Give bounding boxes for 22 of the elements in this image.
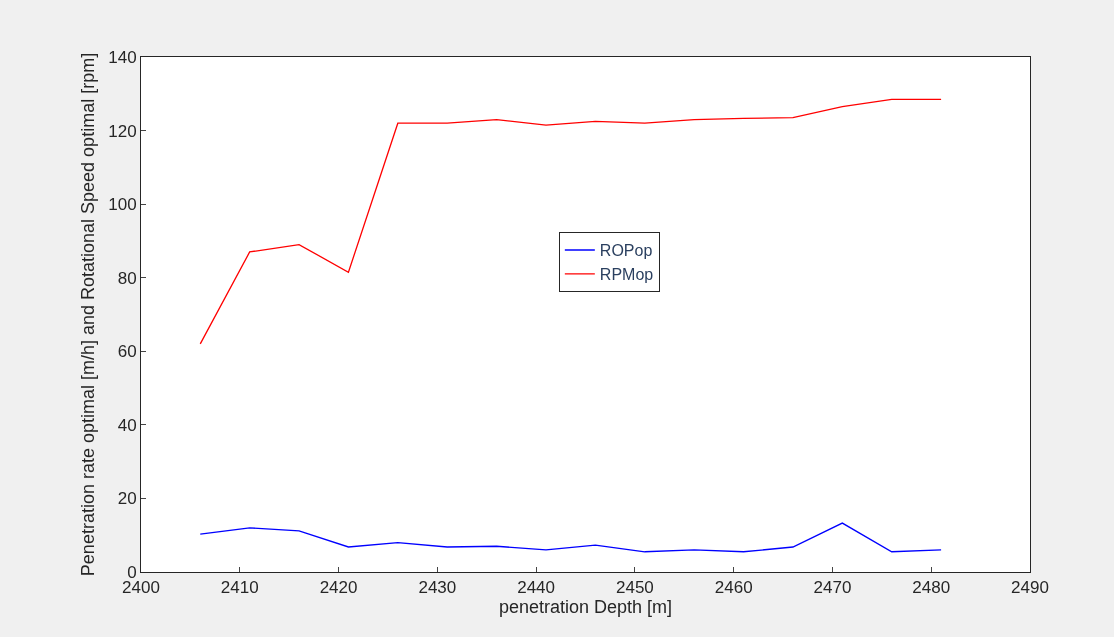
y-tick-label: 40 — [117, 415, 137, 435]
x-tick-label: 2410 — [220, 578, 259, 598]
x-tick-label: 2470 — [813, 578, 852, 598]
y-tick-label: 120 — [108, 121, 137, 141]
x-tick-label: 2420 — [319, 578, 358, 598]
x-tick-label: 2460 — [714, 578, 753, 598]
line-series — [199, 98, 942, 345]
y-tick-label: 140 — [108, 47, 137, 67]
x-tick-label: 2490 — [1011, 578, 1049, 598]
y-tick-label: 80 — [117, 268, 137, 288]
x-axis-title: penetration Depth [m] — [498, 597, 673, 618]
y-tick-label: 100 — [108, 195, 137, 215]
x-tick-label: 2430 — [418, 578, 457, 598]
y-axis-title: Penetration rate optimal [m/h] and Rotational Speed optimal [rpm] — [78, 52, 99, 577]
legend-label: RPMop — [599, 266, 654, 284]
line-series — [199, 522, 942, 553]
x-tick-label: 2450 — [615, 578, 654, 598]
y-tick-label: 20 — [117, 489, 137, 509]
x-tick-label: 2480 — [912, 578, 951, 598]
x-tick-label: 2440 — [517, 578, 556, 598]
legend-label: ROPop — [599, 242, 653, 260]
y-tick-label: 60 — [117, 342, 137, 362]
